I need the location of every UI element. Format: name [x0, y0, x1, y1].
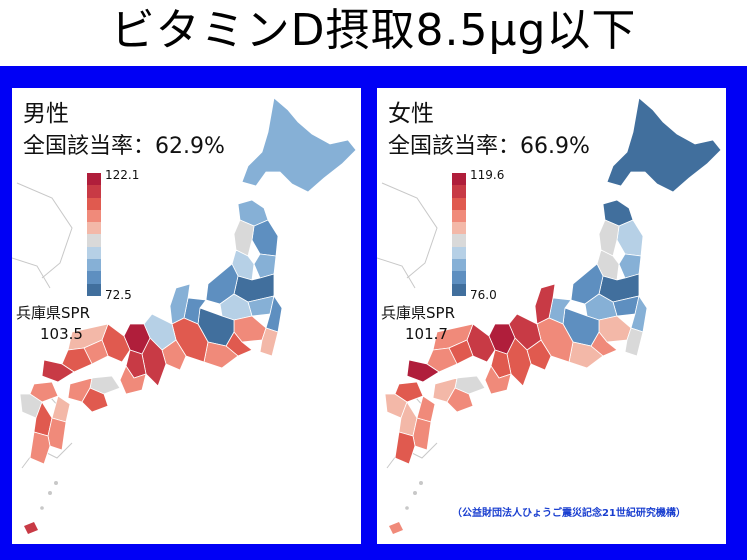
scale-min-label: 72.5: [105, 288, 132, 302]
region-kagoshima: [394, 431, 416, 465]
region-wakayama: [484, 365, 512, 395]
region-kochi: [446, 387, 474, 413]
hyogo-spr-value: 103.5: [40, 325, 83, 343]
hyogo-spr-label: 兵庫県SPR: [381, 304, 455, 322]
region-okinawa: [389, 522, 403, 534]
ryukyu-islands: [40, 481, 58, 510]
region-chiba: [259, 327, 279, 357]
region-fukuoka: [394, 381, 424, 403]
region-wakayama: [119, 365, 147, 395]
region-ibaraki: [265, 294, 283, 333]
region-fukuoka: [29, 381, 59, 403]
color-scale: [87, 173, 101, 296]
region-hokkaido: [241, 97, 357, 193]
region-hiroshima: [61, 347, 93, 373]
color-scale: [452, 173, 466, 296]
region-ibaraki: [630, 294, 648, 333]
japan-map-female: [377, 97, 722, 534]
scale-max-label: 119.6: [470, 168, 505, 182]
page-title: ビタミンD摂取8.5μg以下: [110, 5, 637, 56]
female-map-panel: 女性 全国該当率：66.9% 119.6 76.0 兵庫県SPR 101.7: [377, 88, 726, 544]
national-rate-label: 全国該当率：66.9%: [388, 134, 590, 159]
japan-map-male: [12, 97, 357, 534]
region-oita: [51, 395, 71, 423]
region-iwate: [251, 219, 279, 257]
region-miyazaki: [47, 417, 67, 451]
region-okinawa: [24, 522, 38, 534]
region-hiroshima: [426, 347, 458, 373]
region-hokkaido: [606, 97, 722, 193]
source-credit: （公益財団法人ひょうご震災記念21世紀研究機構）: [452, 508, 686, 519]
hyogo-spr-value: 101.7: [405, 325, 448, 343]
region-kagoshima: [29, 431, 51, 465]
region-chiba: [624, 327, 644, 357]
sex-label: 女性: [388, 101, 434, 127]
scale-max-label: 122.1: [105, 168, 140, 182]
region-miyazaki: [412, 417, 432, 451]
sex-label: 男性: [23, 101, 69, 127]
national-rate-label: 全国該当率：62.9%: [23, 134, 225, 159]
ryukyu-islands: [405, 481, 423, 510]
region-iwate: [616, 219, 644, 257]
region-yamaguchi: [406, 359, 440, 383]
region-kochi: [81, 387, 109, 413]
male-map-panel: 男性 全国該当率：62.9% 122.1 72.5 兵庫県SPR 103.5: [12, 88, 361, 544]
region-yamaguchi: [41, 359, 75, 383]
hyogo-spr-label: 兵庫県SPR: [16, 304, 90, 322]
scale-min-label: 76.0: [470, 288, 497, 302]
region-oita: [416, 395, 436, 423]
